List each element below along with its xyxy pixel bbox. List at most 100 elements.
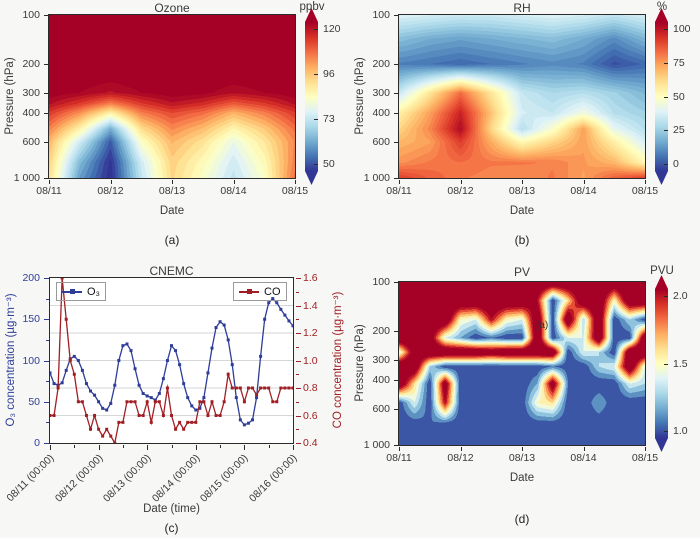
colorbar-tick-label: 0 [673,158,679,170]
colorbar-tick-mark [664,130,668,132]
y-tick-label: 100 [22,9,40,21]
x-tick-mark [293,445,294,450]
y-tick-mark [394,408,398,410]
left-y-tick-mark [44,278,49,279]
y-tick-mark [44,15,48,16]
y-tick-label: 300 [372,86,390,99]
y-tick-label: 300 [372,353,390,366]
legend-o3-label: O₃ [87,285,101,298]
x-tick-label: 08/12 [447,185,474,197]
co-marker-sample [246,289,252,294]
y-tick-mark [394,445,398,446]
y-tick-label: 200 [372,325,390,338]
y-tick-label: 600 [22,135,40,148]
right-y-tick-label: 0.4 [303,437,318,449]
y-tick-mark [394,359,398,361]
y-tick-label: 100 [372,276,390,288]
right-y-tick-mark [296,333,301,334]
panel-c-letter: (c) [164,521,179,535]
colorbar-tick-label: 75 [673,56,685,69]
right-y-tick-label: 1.6 [303,272,318,284]
colorbar-tick-mark [314,164,318,165]
panel-b-letter: (b) [514,233,530,247]
x-tick-mark [295,180,296,184]
panel-c-title: CNEMC [149,264,194,278]
x-tick-label: 08/13 [158,185,186,197]
legend-co: CO [233,282,287,301]
y-tick-label: 1 000 [13,172,40,184]
left-y-tick-mark [44,401,49,403]
x-tick-mark [583,447,585,451]
right-y-tick-mark [296,443,301,444]
y-tick-label: 400 [372,107,390,120]
x-minor-tick [220,445,222,448]
x-tick-mark [460,447,462,451]
y-tick-mark [44,113,48,115]
x-tick-label: 08/11 [386,185,412,197]
colorbar-tick-label: 50 [673,90,685,103]
colorbar-tick-mark [314,29,318,30]
x-tick-mark [244,445,246,450]
right-y-minor-tick [296,429,299,431]
legend-co-label: CO [264,285,281,298]
right-y-minor-tick [296,291,299,293]
left-y-tick-mark [44,319,49,321]
right-y-tick-mark [296,388,301,389]
right-y-minor-tick [296,319,299,321]
co-line-sample [239,289,259,294]
x-tick-mark [110,180,112,184]
panel-pv: PV PVU Pressure (hPa) (a) Date (d) 100 20… [350,262,700,538]
x-tick-mark [147,445,149,450]
panel-b-x-axis-label: Date [509,205,535,217]
y-tick-label: 300 [22,86,40,99]
y-tick-label: 200 [22,58,40,71]
panel-d-x-axis-label: Date [509,472,535,484]
right-y-tick-label: 1.0 [303,354,318,367]
panel-c-line-chart [49,277,294,444]
right-y-tick-label: 0.6 [303,409,318,422]
o3-line-sample [62,289,82,294]
right-y-tick-label: 1.2 [303,327,318,339]
left-y-minor-tick [46,381,49,383]
right-y-tick-label: 0.8 [303,382,318,394]
y-tick-label: 1 000 [363,439,390,451]
y-tick-label: 600 [372,135,390,148]
x-tick-label: 08/12 [447,452,474,464]
panel-ozone: Ozone ppbv Pressure (hPa) Date (a) 100 20… [0,0,350,262]
x-tick-mark [460,180,462,184]
x-tick-label: 08/15 [631,452,659,464]
panel-d-heatmap [398,281,646,446]
right-y-tick-label: 1.4 [303,299,318,312]
panel-a-heatmap [48,14,296,179]
colorbar-tick-mark [314,74,318,75]
left-y-tick-mark [44,360,49,362]
x-minor-tick [268,445,270,448]
y-tick-label: 100 [372,9,390,21]
y-tick-mark [394,15,398,16]
panel-c-right-y-axis-label: CO concentration (µg·m⁻³) [332,291,344,429]
x-minor-tick [171,445,173,448]
left-y-minor-tick [46,422,49,424]
x-minor-tick [74,445,76,448]
panel-b-title: RH [513,1,531,15]
colorbar-tick-label: 2.0 [673,290,688,302]
x-tick-mark [645,180,646,184]
y-tick-mark [44,92,48,94]
panel-a-colorbar [305,8,318,185]
colorbar-tick-mark [664,62,668,64]
panel-d-colorbar [655,275,668,452]
colorbar-tick-mark [664,363,668,365]
colorbar-tick-mark [664,431,668,432]
legend-o3: O₃ [56,282,107,301]
x-tick-label: 08/14 [220,185,247,197]
left-y-tick-label: 200 [22,272,40,284]
right-y-minor-tick [296,374,299,376]
y-tick-mark [44,141,48,143]
colorbar-tick-label: 100 [673,23,691,35]
y-tick-mark [394,92,398,94]
left-y-minor-tick [46,298,49,300]
left-y-minor-tick [46,339,49,341]
panel-b-colorbar [655,8,668,185]
x-tick-mark [645,447,646,451]
x-tick-label: 08/15 [631,185,659,197]
